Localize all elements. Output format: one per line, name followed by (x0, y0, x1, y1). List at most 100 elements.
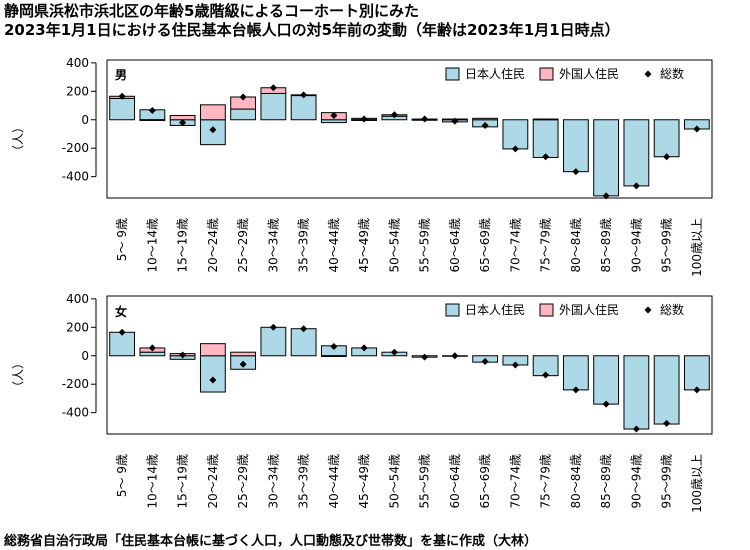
panel1-y-tick-label: 400 (66, 56, 89, 70)
panel1-y-tick-label: -200 (62, 141, 89, 155)
panel2-total-marker (511, 361, 519, 369)
chart-title-line2: 2023年1月1日における住民基本台帳人口の対5年前の変動（年齢は2023年1月… (4, 21, 620, 39)
panel1-category-label: 60～64歳 (448, 218, 462, 273)
panel2-total-marker (693, 386, 701, 394)
panel2-bar-japanese (290, 328, 317, 357)
panel1-category-label: 50～54歳 (387, 218, 401, 273)
panel1-bar-foreign (199, 104, 226, 121)
panel2-category-label: 70～74歳 (508, 454, 522, 509)
panel2-total-marker (602, 400, 610, 408)
panel2-bar-japanese (109, 331, 136, 357)
panel2-total-marker (269, 323, 277, 331)
panel2-plot-frame (106, 295, 713, 435)
panel2-category-label: 30～34歳 (266, 454, 280, 509)
panel2-legend-swatch (539, 303, 554, 317)
panel1-total-marker (360, 115, 368, 123)
panel1-bar-foreign (532, 118, 559, 121)
panel2-bar-foreign (199, 343, 226, 357)
panel2-bar-japanese (199, 355, 226, 393)
panel2-bar-japanese (139, 351, 166, 357)
panel1-total-marker (511, 145, 519, 153)
panel1-category-label: 90～94歳 (629, 218, 643, 273)
panel1-category-label: 55～59歳 (418, 218, 432, 273)
panel2-bar-japanese (683, 355, 710, 391)
panel2-category-label: 80～84歳 (569, 454, 583, 509)
panel1-bar-japanese (653, 119, 680, 158)
panel2-legend-label: 総数 (660, 302, 684, 317)
panel1-total-marker (330, 111, 338, 119)
panel1-total-marker (451, 117, 459, 125)
panel1-category-label: 5～ 9歳 (115, 218, 129, 261)
panel1-bar-japanese (502, 119, 529, 150)
panel1-category-label: 70～74歳 (508, 218, 522, 273)
panel1-bar-japanese (260, 92, 287, 121)
panel2-category-label: 50～54歳 (387, 454, 401, 509)
panel1-total-marker (542, 153, 550, 161)
panel1-category-label: 30～34歳 (266, 218, 280, 273)
panel2-y-tick-label: -200 (62, 377, 89, 391)
panel1-legend-swatch (644, 70, 652, 78)
panel2-total-marker (330, 343, 338, 351)
chart-title-line1: 静岡県浜松市浜北区の年齢5歳階級によるコーホート別にみた (4, 2, 419, 20)
panel2-legend-swatch (644, 306, 652, 314)
panel2-y-tick-label: 0 (81, 349, 89, 363)
panel1-bar-japanese (593, 119, 620, 197)
panel1-legend-label: 日本人住民 (465, 67, 525, 81)
panel1-bar-japanese (230, 108, 257, 121)
panel2-total-marker (663, 419, 671, 427)
panel1-bar-japanese (290, 95, 317, 121)
panel1-category-label: 40～44歳 (327, 218, 341, 273)
panel2-total-marker (572, 386, 580, 394)
panel2-total-marker (300, 325, 308, 333)
panel1-total-marker (179, 119, 187, 127)
panel1-total-marker (148, 107, 156, 115)
panel2-category-label: 15～19歳 (176, 454, 190, 509)
panel1-total-marker (663, 153, 671, 161)
panel1-bar-foreign (472, 117, 499, 121)
panel2-total-marker (239, 360, 247, 368)
panel2-category-label: 75～79歳 (539, 454, 553, 509)
panel1-category-label: 95～99歳 (660, 218, 674, 273)
panel1-category-label: 15～19歳 (176, 218, 190, 273)
panel1-category-label: 10～14歳 (145, 218, 159, 273)
panel2-y-axis-label: （人） (11, 357, 25, 393)
panel2-bar-japanese (623, 355, 650, 430)
panel1-category-label: 100歳以上 (690, 218, 704, 277)
panel2-category-label: 60～64歳 (448, 454, 462, 509)
panel1-category-label: 45～49歳 (357, 218, 371, 273)
panel2-total-marker (209, 376, 217, 384)
panel1-category-label: 20～24歳 (206, 218, 220, 273)
panel2-category-label: 95～99歳 (660, 454, 674, 509)
panel1-total-marker (421, 115, 429, 123)
panel1-total-marker (300, 91, 308, 99)
panel2-legend-swatch (445, 303, 460, 317)
panel1-y-tick-label: 200 (66, 84, 89, 98)
panel2-bar-foreign (320, 355, 347, 357)
panel1-y-axis-label: （人） (11, 121, 25, 157)
panel1-category-label: 65～69歳 (478, 218, 492, 273)
panel1-category-label: 35～39歳 (297, 218, 311, 273)
panel2-category-label: 40～44歳 (327, 454, 341, 509)
panel2-total-marker (148, 344, 156, 352)
panel1-total-marker (481, 121, 489, 129)
panel1-legend-swatch (539, 67, 554, 81)
panel2-total-marker (118, 328, 126, 336)
panel1-bar-japanese (532, 119, 559, 158)
panel2-category-label: 25～29歳 (236, 454, 250, 509)
panel1-total-marker (572, 168, 580, 176)
panel1-legend-swatch (445, 67, 460, 81)
panel1-total-marker (390, 111, 398, 119)
panel2-category-label: 35～39歳 (297, 454, 311, 509)
panel1-panel-label: 男 (115, 68, 127, 82)
panel2-total-marker (390, 348, 398, 356)
panel2-category-label: 65～69歳 (478, 454, 492, 509)
panel2-total-marker (360, 344, 368, 352)
panel1-y-tick-label: -400 (62, 170, 89, 184)
source-note: 総務省自治行政局「住民基本台帳に基づく人口，人口動態及び世帯数」を基に作成（大林… (4, 534, 538, 549)
panel1-legend-label: 総数 (660, 66, 684, 81)
panel2-total-marker (481, 357, 489, 365)
panel1-bar-japanese (623, 119, 650, 187)
panel1-category-label: 25～29歳 (236, 218, 250, 273)
panel1-total-marker (693, 125, 701, 133)
panel2-total-marker (179, 351, 187, 359)
